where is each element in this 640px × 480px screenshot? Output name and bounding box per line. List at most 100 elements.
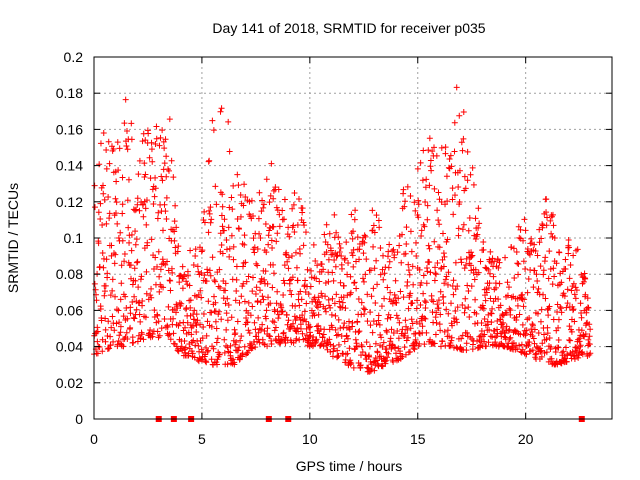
data-point [529, 322, 536, 329]
data-point [149, 158, 156, 165]
data-point [207, 219, 214, 226]
data-point [149, 331, 156, 338]
data-point [431, 185, 438, 192]
y-tick-label: 0.06 [56, 302, 83, 318]
data-point [388, 326, 395, 333]
data-point [260, 296, 267, 303]
data-point [463, 255, 470, 262]
data-point [543, 222, 550, 229]
data-point [520, 258, 527, 265]
data-point [462, 305, 469, 312]
data-point [143, 268, 150, 275]
data-point [407, 348, 414, 355]
data-point [544, 214, 551, 221]
data-point [435, 189, 442, 196]
data-point [352, 207, 359, 214]
data-point [211, 293, 218, 300]
data-point [170, 174, 177, 181]
data-point [557, 304, 564, 311]
data-point [164, 324, 171, 331]
data-point [235, 182, 242, 189]
data-point [438, 264, 445, 271]
data-point [127, 324, 134, 331]
data-point [526, 315, 533, 322]
data-point [534, 310, 541, 317]
data-point [372, 340, 379, 347]
data-point [223, 326, 230, 333]
data-point [343, 239, 350, 246]
data-point [383, 328, 390, 335]
x-tick-labels: 0 5 10 15 20 [90, 431, 534, 447]
data-point [448, 300, 455, 307]
data-point [159, 177, 166, 184]
data-point [147, 326, 154, 333]
data-point [117, 323, 124, 330]
data-point [139, 297, 146, 304]
data-point [351, 280, 358, 287]
data-point [148, 139, 155, 146]
data-point [558, 279, 565, 286]
data-point [219, 191, 226, 198]
data-point [427, 163, 434, 170]
data-point [403, 240, 410, 247]
data-point [213, 325, 220, 332]
data-point [256, 230, 263, 237]
data-point [470, 269, 477, 276]
data-point [290, 320, 297, 327]
data-point [423, 280, 430, 287]
data-point [459, 301, 466, 308]
data-point [461, 173, 468, 180]
data-point [333, 229, 340, 236]
data-point [421, 315, 428, 322]
data-point [484, 321, 491, 328]
data-point [203, 278, 210, 285]
data-point [560, 348, 567, 355]
data-point [192, 253, 199, 260]
data-point [522, 265, 529, 272]
data-point [437, 343, 444, 350]
data-point [353, 285, 360, 292]
data-point [411, 199, 418, 206]
data-point [302, 229, 309, 236]
data-point [397, 288, 404, 295]
data-point [548, 355, 555, 362]
data-point [562, 266, 569, 273]
data-point [439, 230, 446, 237]
data-point [230, 182, 237, 189]
data-point [337, 279, 344, 286]
data-point [134, 201, 141, 208]
data-point [551, 234, 558, 241]
data-point [225, 301, 232, 308]
data-point [120, 313, 127, 320]
data-point [408, 316, 415, 323]
data-point [445, 310, 452, 317]
data-point [541, 331, 548, 338]
data-point [373, 257, 380, 264]
data-point [384, 315, 391, 322]
data-point [171, 228, 178, 235]
data-point [109, 313, 116, 320]
data-point [370, 243, 377, 250]
data-point [208, 323, 215, 330]
data-point [472, 235, 479, 242]
data-point [214, 361, 221, 368]
data-point [434, 301, 441, 308]
data-point [565, 250, 572, 257]
data-point [299, 312, 306, 319]
data-point [153, 135, 160, 142]
data-point [533, 343, 540, 350]
data-point [384, 354, 391, 361]
data-point [442, 201, 449, 208]
data-point [389, 247, 396, 254]
data-point [258, 326, 265, 333]
data-point [145, 130, 152, 137]
data-point [272, 184, 279, 191]
data-point [204, 318, 211, 325]
data-point [263, 307, 270, 314]
data-point [504, 292, 511, 299]
data-point [124, 315, 131, 322]
data-point [387, 338, 394, 345]
data-point [237, 213, 244, 220]
data-point [451, 192, 458, 199]
data-point [478, 320, 485, 327]
